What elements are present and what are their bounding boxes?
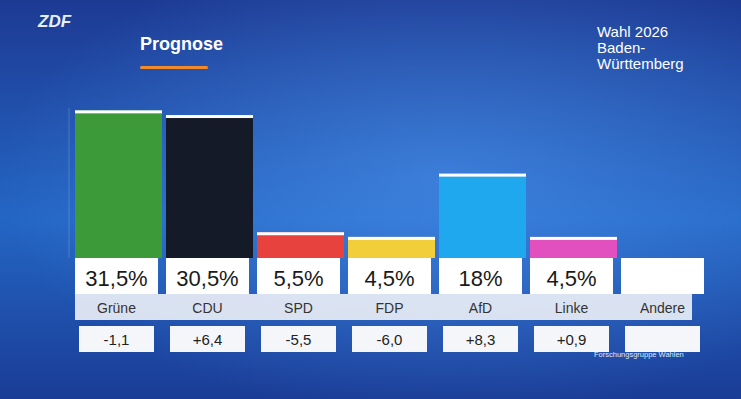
- change-box: [352, 326, 427, 352]
- category-label: Linke: [555, 300, 589, 316]
- value-box: [348, 258, 431, 294]
- bar: [348, 237, 435, 258]
- bar-top-line: [75, 110, 162, 113]
- value-box: [166, 258, 249, 294]
- title-underline: [140, 66, 208, 69]
- change-box: [625, 326, 700, 352]
- value-label: 31,5%: [85, 266, 147, 291]
- subtitle: Wahl 2026: [597, 23, 668, 40]
- bars: [75, 110, 617, 258]
- change-box: [261, 326, 336, 352]
- bar-top-line: [257, 232, 344, 235]
- name-band: [75, 294, 692, 320]
- change-box: [534, 326, 609, 352]
- category-label: FDP: [376, 300, 404, 316]
- value-box: [257, 258, 340, 294]
- value-label: 4,5%: [546, 266, 596, 291]
- logo: ZDF: [37, 12, 72, 31]
- bar: [257, 232, 344, 258]
- category-label: SPD: [284, 300, 313, 316]
- bar-top-line: [439, 174, 526, 177]
- bar: [166, 115, 253, 258]
- change-box: [79, 326, 154, 352]
- value-box: [530, 258, 613, 294]
- category-label: CDU: [192, 300, 222, 316]
- subtitle: Baden-: [597, 39, 645, 56]
- subtitle: Württemberg: [597, 55, 684, 72]
- chart: ZDFPrognoseWahl 2026Baden-WürttembergFor…: [0, 0, 741, 399]
- bar: [530, 237, 617, 258]
- change-label: -5,5: [286, 331, 312, 348]
- change-label: -6,0: [377, 331, 403, 348]
- change-label: +6,4: [193, 331, 223, 348]
- bar-top-line: [166, 115, 253, 118]
- value-box: [75, 258, 158, 294]
- change-label: +8,3: [466, 331, 496, 348]
- change-box: [443, 326, 518, 352]
- value-box: [439, 258, 522, 294]
- category-label: AfD: [469, 300, 492, 316]
- background: [0, 0, 741, 399]
- category-label: Andere: [640, 300, 685, 316]
- background-glow: [0, 0, 741, 399]
- value-label: 5,5%: [273, 266, 323, 291]
- change-box: [170, 326, 245, 352]
- change-label: -1,1: [104, 331, 130, 348]
- change-label: +0,9: [557, 331, 587, 348]
- value-label: 18%: [458, 266, 502, 291]
- value-label: 30,5%: [176, 266, 238, 291]
- value-label: 4,5%: [364, 266, 414, 291]
- bar-top-line: [530, 237, 617, 240]
- category-label: Grüne: [97, 300, 136, 316]
- bar: [439, 174, 526, 258]
- bar: [75, 110, 162, 258]
- bar-top-line: [348, 237, 435, 240]
- y-axis: [69, 108, 70, 258]
- value-box: [621, 258, 704, 294]
- title: Prognose: [140, 34, 223, 54]
